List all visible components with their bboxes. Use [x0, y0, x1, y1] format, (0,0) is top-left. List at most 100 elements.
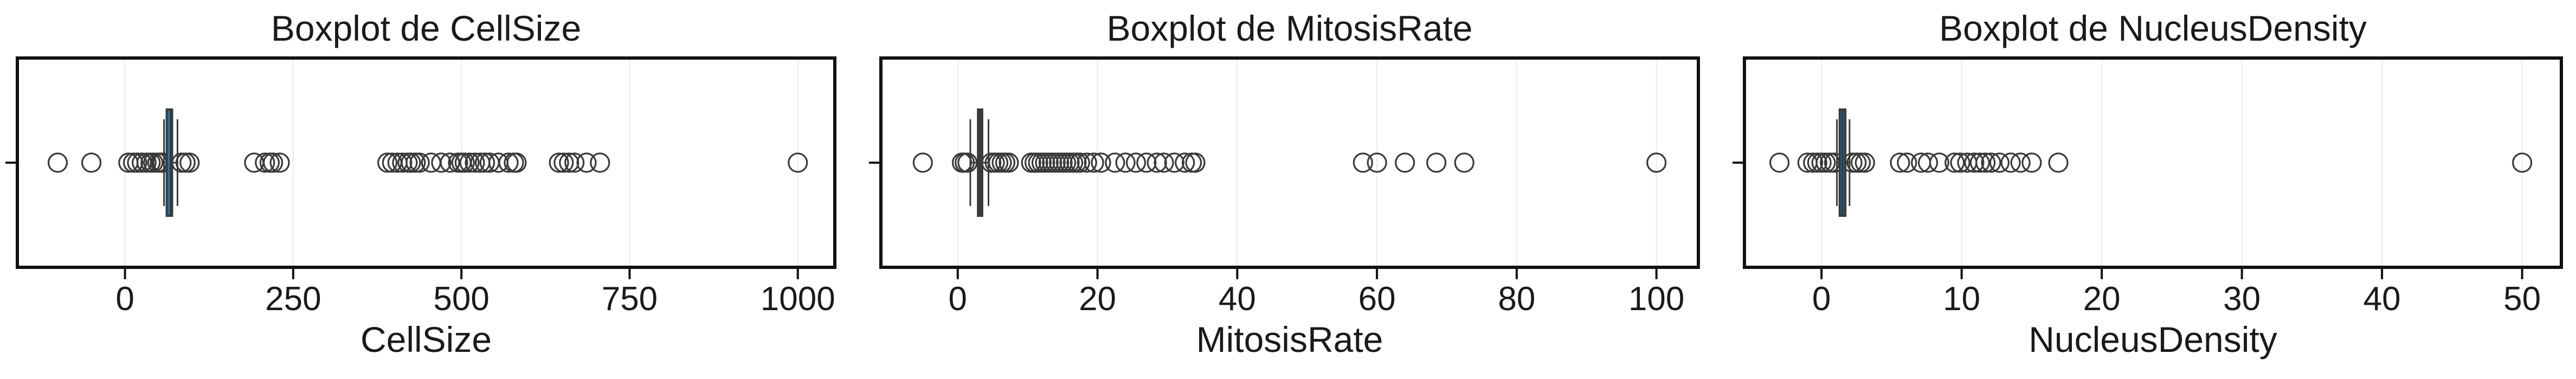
- outlier-point: [590, 152, 610, 173]
- outlier-point: [2021, 152, 2042, 173]
- axes-frame: [1743, 56, 2563, 269]
- x-tick-label: 20: [2083, 280, 2121, 318]
- outlier-point: [564, 152, 585, 173]
- x-tick-label: 1000: [761, 280, 835, 318]
- outlier-point: [2000, 152, 2021, 173]
- x-axis-label: NucleusDensity: [2028, 319, 2277, 359]
- outlier-point: [1367, 152, 1387, 173]
- outlier-point: [1115, 152, 1136, 173]
- outlier-point: [1975, 152, 1996, 173]
- x-tick-label: 0: [949, 280, 967, 318]
- outlier-point: [377, 152, 398, 173]
- outlier-point: [1070, 152, 1090, 173]
- outlier-point: [1136, 152, 1157, 173]
- outlier-point: [2048, 152, 2069, 173]
- outlier-point: [1084, 152, 1104, 173]
- outlier-point: [459, 152, 480, 173]
- outlier-point: [440, 152, 460, 173]
- outlier-point: [1395, 152, 1415, 173]
- outlier-point: [392, 152, 413, 173]
- outlier-point: [1854, 152, 1875, 173]
- outlier-point: [255, 152, 275, 173]
- outlier-point: [1105, 152, 1125, 173]
- outlier-point: [553, 152, 574, 173]
- x-tick-label: 30: [2223, 280, 2261, 318]
- outlier-point: [263, 152, 284, 173]
- outlier-point: [1811, 152, 1832, 173]
- outlier-point: [1646, 152, 1667, 173]
- outlier-point: [1091, 152, 1111, 173]
- outlier-point: [127, 152, 147, 173]
- x-tick-label: 500: [433, 280, 489, 318]
- outlier-point: [1077, 152, 1097, 173]
- subplot-1: 0 250 500 750 1000 Boxplot de CellSize CellSiz…: [5, 8, 836, 359]
- outlier-point: [1815, 152, 1836, 173]
- subplot-3: 0 10 20 30 40 50 Boxplot de NucleusDensity Nucl…: [1733, 8, 2563, 359]
- outlier-point: [576, 152, 597, 173]
- x-tick-label: 10: [1943, 280, 1980, 318]
- x-tick-label: 100: [1628, 280, 1684, 318]
- outlier-point: [431, 152, 452, 173]
- outlier-point: [1890, 152, 1910, 173]
- outlier-point: [1850, 152, 1871, 173]
- outlier-point: [1929, 152, 1949, 173]
- outlier-point: [1989, 152, 2010, 173]
- outlier-point: [1918, 152, 1939, 173]
- x-tick-label: 40: [2364, 280, 2401, 318]
- outlier-point: [175, 152, 196, 173]
- x-tick-label: 50: [2503, 280, 2541, 318]
- box: [165, 108, 173, 217]
- axes-frame: [16, 56, 836, 269]
- outlier-point: [454, 152, 475, 173]
- outlier-point: [912, 152, 933, 173]
- outlier-point: [1803, 152, 1824, 173]
- outlier-point: [1969, 152, 1990, 173]
- x-axis-label: CellSize: [360, 319, 492, 359]
- outlier-point: [2512, 152, 2533, 173]
- outlier-point: [549, 152, 569, 173]
- outlier-point: [1353, 152, 1373, 173]
- outlier-point: [1964, 152, 1985, 173]
- x-tick-label: 250: [265, 280, 321, 318]
- outlier-point: [179, 152, 200, 173]
- outlier-point: [1147, 152, 1167, 173]
- outlier-point: [506, 152, 527, 173]
- outlier-point: [1769, 152, 1790, 173]
- x-tick-label: 60: [1358, 280, 1396, 318]
- outlier-point: [409, 152, 430, 173]
- outlier-point: [1454, 152, 1474, 173]
- x-tick-label: 20: [1079, 280, 1116, 318]
- outlier-point: [1981, 152, 2001, 173]
- x-tick-label: 0: [115, 280, 134, 318]
- outlier-point: [465, 152, 485, 173]
- outlier-point: [2010, 152, 2031, 173]
- outlier-point: [559, 152, 579, 173]
- outlier-point: [1164, 152, 1184, 173]
- x-axis-label: MitosisRate: [1196, 319, 1383, 359]
- outlier-point: [1426, 152, 1447, 173]
- x-tick-label: 80: [1498, 280, 1535, 318]
- outlier-point: [498, 152, 519, 173]
- outlier-point: [81, 152, 102, 173]
- chart-title: Boxplot de MitosisRate: [1107, 8, 1473, 48]
- outlier-point: [475, 152, 495, 173]
- outlier-point: [1950, 152, 1970, 173]
- outlier-point: [1807, 152, 1828, 173]
- x-tick-label: 750: [602, 280, 658, 318]
- outlier-point: [269, 152, 290, 173]
- outlier-point: [999, 152, 1019, 173]
- outlier-point: [1175, 152, 1195, 173]
- outlier-point: [1944, 152, 1965, 173]
- x-tick-label: 0: [1812, 280, 1831, 318]
- chart-title: Boxplot de CellSize: [271, 8, 581, 48]
- outlier-point: [1897, 152, 1917, 173]
- outlier-point: [1185, 152, 1206, 173]
- outlier-point: [401, 152, 421, 173]
- outlier-point: [47, 152, 68, 173]
- chart-title: Boxplot de NucleusDensity: [1939, 8, 2367, 48]
- outlier-point: [1154, 152, 1174, 173]
- outlier-point: [1125, 152, 1147, 173]
- outlier-point: [788, 152, 808, 173]
